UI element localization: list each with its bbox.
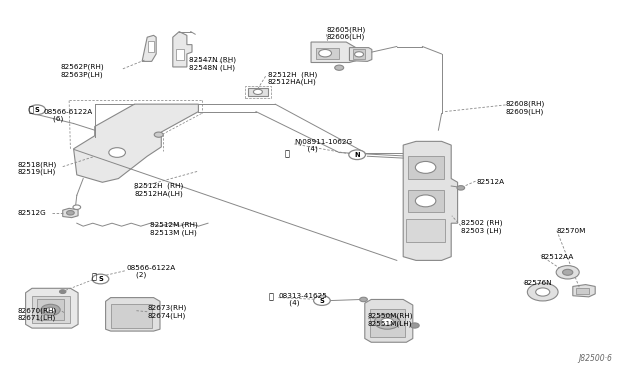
Polygon shape: [74, 104, 198, 182]
Circle shape: [415, 195, 436, 207]
Bar: [406, 219, 445, 242]
Text: S: S: [98, 276, 103, 282]
Text: 82512H  (RH)
82512HA(LH): 82512H (RH) 82512HA(LH): [268, 71, 317, 85]
Circle shape: [60, 290, 66, 294]
Bar: [32, 296, 70, 323]
Text: 82576N: 82576N: [524, 280, 552, 286]
Circle shape: [556, 266, 579, 279]
Text: S: S: [319, 298, 324, 304]
Text: Ⓢ: Ⓢ: [28, 105, 33, 114]
Bar: [316, 48, 339, 59]
Text: N)08911-1062G
      (4): N)08911-1062G (4): [294, 138, 353, 152]
Text: 08566-6122A
    (6): 08566-6122A (6): [44, 109, 93, 122]
Polygon shape: [142, 35, 156, 61]
Circle shape: [415, 161, 436, 173]
Text: 82673(RH)
82674(LH): 82673(RH) 82674(LH): [147, 305, 186, 319]
Circle shape: [381, 318, 394, 326]
Circle shape: [536, 288, 550, 296]
Text: Ⓢ: Ⓢ: [268, 293, 273, 302]
Circle shape: [41, 304, 60, 315]
Text: 82608(RH)
82609(LH): 82608(RH) 82609(LH): [506, 101, 545, 115]
Text: 82512H  (RH)
82512HA(LH): 82512H (RH) 82512HA(LH): [134, 183, 184, 197]
Text: 82605(RH)
82606(LH): 82605(RH) 82606(LH): [326, 26, 365, 41]
Text: J82500·6: J82500·6: [578, 354, 612, 363]
Text: S: S: [35, 107, 40, 113]
Text: Ⓢ: Ⓢ: [92, 272, 97, 281]
Text: 82562P(RH)
82563P(LH): 82562P(RH) 82563P(LH): [61, 64, 104, 78]
Text: 82502 (RH)
82503 (LH): 82502 (RH) 82503 (LH): [461, 220, 502, 234]
Bar: [408, 190, 444, 212]
Circle shape: [92, 274, 109, 284]
Text: 08313-41625
     (4): 08313-41625 (4): [278, 293, 327, 306]
Circle shape: [253, 89, 262, 94]
Circle shape: [46, 307, 55, 312]
Text: 82550M(RH)
82551M(LH): 82550M(RH) 82551M(LH): [368, 313, 413, 327]
Bar: [37, 299, 64, 320]
Circle shape: [349, 150, 365, 160]
Text: 82512AA: 82512AA: [541, 254, 574, 260]
Bar: [248, 88, 268, 96]
Circle shape: [109, 148, 125, 157]
Circle shape: [73, 205, 81, 209]
Polygon shape: [106, 298, 160, 331]
Circle shape: [67, 211, 74, 215]
Circle shape: [154, 132, 163, 137]
Bar: [408, 156, 444, 179]
Text: N: N: [355, 152, 360, 158]
Circle shape: [29, 105, 45, 115]
Polygon shape: [311, 42, 356, 62]
Text: 82512A: 82512A: [477, 179, 505, 185]
Polygon shape: [403, 141, 458, 260]
Polygon shape: [26, 288, 78, 328]
Bar: [148, 41, 154, 52]
Circle shape: [335, 65, 344, 70]
Circle shape: [314, 296, 330, 305]
Bar: [576, 288, 589, 294]
Bar: [370, 309, 405, 337]
Polygon shape: [573, 285, 595, 297]
Circle shape: [527, 283, 558, 301]
Text: Ⓝ: Ⓝ: [284, 149, 289, 158]
Text: 82670(RH)
82671(LH): 82670(RH) 82671(LH): [18, 307, 57, 321]
Circle shape: [319, 49, 332, 57]
Text: 82547N (RH)
82548N (LH): 82547N (RH) 82548N (LH): [189, 57, 236, 71]
Circle shape: [355, 52, 364, 57]
Polygon shape: [349, 48, 372, 61]
Text: 82518(RH)
82519(LH): 82518(RH) 82519(LH): [18, 161, 57, 175]
Polygon shape: [63, 208, 78, 218]
Text: 82512G: 82512G: [18, 210, 47, 216]
Circle shape: [563, 269, 573, 275]
Bar: [245, 86, 271, 98]
Text: 82512M (RH)
82513M (LH): 82512M (RH) 82513M (LH): [150, 222, 198, 236]
Circle shape: [410, 323, 419, 328]
Text: 08566-6122A
    (2): 08566-6122A (2): [127, 265, 176, 278]
Polygon shape: [365, 299, 413, 342]
Bar: [353, 49, 365, 59]
Bar: [176, 49, 184, 60]
Polygon shape: [173, 32, 192, 67]
Circle shape: [457, 186, 465, 190]
Bar: [111, 304, 152, 328]
Circle shape: [374, 314, 400, 329]
Text: 82570M: 82570M: [557, 228, 586, 234]
Circle shape: [360, 297, 367, 302]
